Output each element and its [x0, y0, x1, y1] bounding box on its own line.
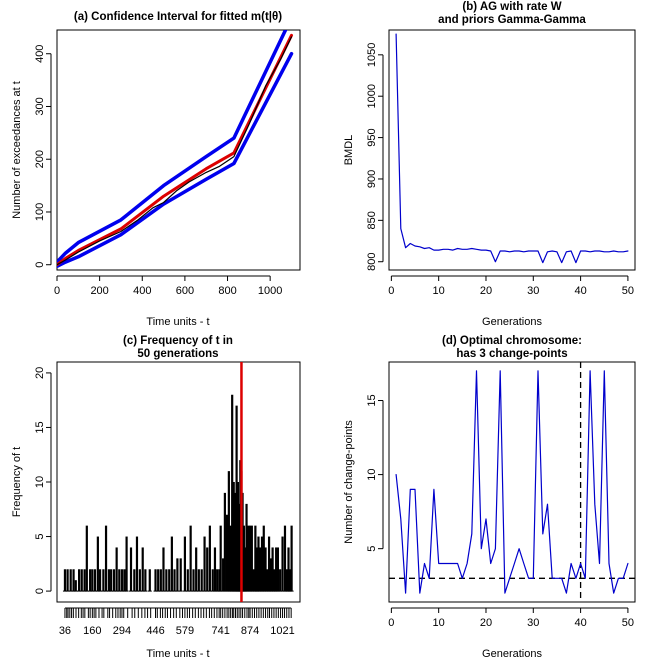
panel-a-x-tick-label: 200 [90, 285, 108, 297]
panel-c-y-tick-label: 10 [34, 476, 46, 488]
panel-b: (b) AG with rate W and priors Gamma-Gamm… [343, 1, 636, 328]
panel-b-y-tick-label: 1050 [366, 43, 378, 67]
panel-d-y-tick-label: 15 [366, 394, 378, 406]
panel-c-xlabel: Time units - t [146, 648, 209, 660]
panel-b-x-tick-label: 50 [622, 285, 634, 297]
panel-a-xlabel: Time units - t [146, 316, 209, 328]
panel-a-x-tick-label: 0 [54, 285, 60, 297]
panel-c-y-tick-label: 5 [34, 533, 46, 539]
panel-a-ylabel: Number of exceedances at t [11, 81, 23, 219]
panel-a-series-observed [57, 36, 293, 266]
panel-d-y-tick-label: 10 [366, 468, 378, 480]
panel-c-x-tick-label: 294 [113, 625, 131, 637]
panel-d-x-tick-label: 0 [388, 617, 394, 629]
panel-c-x-tick-label: 874 [241, 625, 259, 637]
panel-b-y-tick-label: 1000 [366, 84, 378, 108]
panel-b-title-line1: (b) AG with rate W [462, 1, 561, 13]
panel-b-y-tick-label: 900 [366, 170, 378, 188]
panel-a-y-tick-label: 300 [34, 97, 46, 115]
panel-c: (c) Frequency of t in 50 generations Tim… [11, 335, 301, 660]
panel-b-x-tick-label: 0 [388, 285, 394, 297]
panel-a-series-fitted [57, 33, 293, 267]
panel-d-y-tick-label: 5 [366, 546, 378, 552]
panel-d-x-tick-label: 50 [622, 617, 634, 629]
panel-d: (d) Optimal chromosome: has 3 change-poi… [343, 335, 636, 660]
panel-a-y-tick-label: 0 [34, 262, 46, 268]
panel-b-x-tick-label: 10 [433, 285, 445, 297]
panel-d-title-line2: has 3 change-points [456, 348, 567, 360]
panel-b-x-tick-label: 20 [480, 285, 492, 297]
panel-d-x-tick-label: 40 [574, 617, 586, 629]
panel-a-y-tick-label: 100 [34, 203, 46, 221]
panel-b-y-tick-label: 950 [366, 128, 378, 146]
panel-a-x-tick-label: 400 [133, 285, 151, 297]
panel-a: (a) Confidence Interval for fitted m(t|θ… [11, 11, 301, 328]
panel-a-x-tick-label: 1000 [258, 285, 282, 297]
panel-d-plot-box [388, 361, 636, 603]
panel-c-x-tick-label: 36 [59, 625, 71, 637]
panel-c-y-tick-label: 15 [34, 421, 46, 433]
panel-c-x-tick-label: 1021 [270, 625, 294, 637]
panel-b-xlabel: Generations [482, 316, 542, 328]
panel-c-x-tick-label: 741 [212, 625, 230, 637]
panel-b-y-tick-label: 850 [366, 211, 378, 229]
panel-d-x-tick-label: 10 [433, 617, 445, 629]
panel-a-series-upper [57, 30, 288, 264]
panel-b-plot-box [388, 29, 636, 271]
panel-a-lines [57, 30, 294, 269]
panel-b-x-tick-label: 40 [574, 285, 586, 297]
panel-a-plot-box [56, 29, 301, 271]
panel-a-y-tick-label: 200 [34, 150, 46, 168]
panel-a-x-tick-label: 600 [176, 285, 194, 297]
panel-b-x-tick-label: 30 [527, 285, 539, 297]
panel-c-title-line2: 50 generations [137, 348, 218, 360]
panel-a-x-tick-label: 800 [218, 285, 236, 297]
panel-c-x-tick-label: 160 [83, 625, 101, 637]
panel-b-y-tick-label: 800 [366, 253, 378, 271]
panel-d-x-tick-label: 20 [480, 617, 492, 629]
panel-a-series-lower [57, 51, 294, 269]
panel-d-series-change-points [395, 370, 629, 594]
panel-b-series-BMDL [395, 33, 629, 264]
panel-d-xlabel: Generations [482, 648, 542, 660]
panel-b-title-line2: and priors Gamma-Gamma [438, 14, 586, 26]
panel-c-title-line1: (c) Frequency of t in [123, 335, 233, 347]
panel-b-ylabel: BMDL [343, 135, 355, 166]
panel-a-y-tick-label: 400 [34, 45, 46, 63]
panel-c-x-tick-label: 579 [176, 625, 194, 637]
panel-d-x-tick-label: 30 [527, 617, 539, 629]
panel-d-title-line1: (d) Optimal chromosome: [442, 335, 582, 347]
panel-c-y-tick-label: 20 [34, 367, 46, 379]
panel-c-ylabel: Frequency of t [11, 447, 23, 517]
panel-a-title: (a) Confidence Interval for fitted m(t|θ… [74, 11, 282, 23]
panel-c-plot-box [56, 361, 301, 603]
panel-c-y-tick-label: 0 [34, 588, 46, 594]
panel-d-ylabel: Number of change-points [343, 420, 355, 544]
panel-c-x-tick-label: 446 [146, 625, 164, 637]
